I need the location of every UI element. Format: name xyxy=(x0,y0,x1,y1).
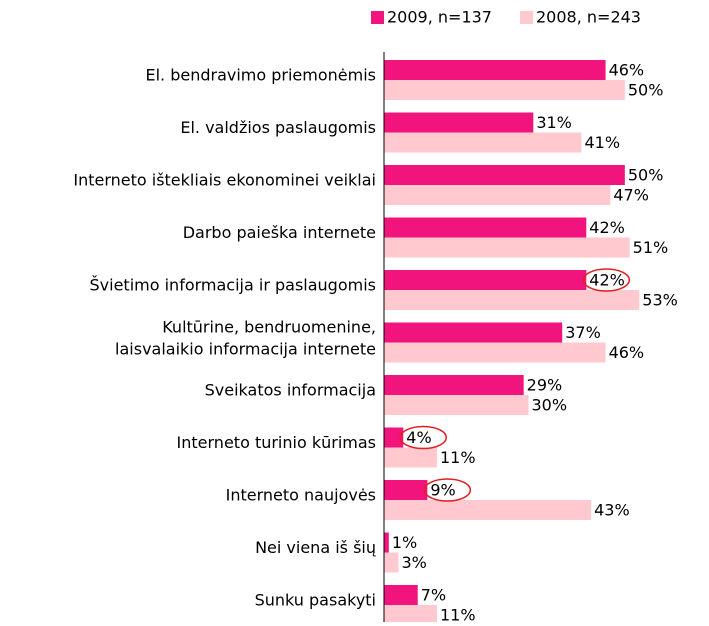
category-label: Sveikatos informacija xyxy=(205,381,376,400)
bar xyxy=(384,132,582,153)
bar xyxy=(384,290,640,310)
bar xyxy=(384,237,630,258)
value-label: 42% xyxy=(589,218,625,237)
bar xyxy=(384,375,524,395)
value-label: 31% xyxy=(536,113,572,132)
bar xyxy=(384,217,587,238)
bar xyxy=(384,112,534,133)
highlight-circle xyxy=(399,425,448,450)
category-label: Interneto turinio kūrimas xyxy=(177,433,376,452)
value-label: 41% xyxy=(584,133,620,152)
highlight-circle xyxy=(582,268,631,292)
category-label: Darbo paieška internete xyxy=(183,223,376,242)
category-label: Interneto naujovės xyxy=(226,486,376,505)
value-label: 50% xyxy=(628,81,664,100)
value-label: 42% xyxy=(589,271,625,290)
value-label: 50% xyxy=(628,166,664,185)
category-label: Sunku pasakyti xyxy=(255,591,376,610)
value-label: 30% xyxy=(532,396,568,415)
bar xyxy=(384,532,389,553)
category-label: El. valdžios paslaugomis xyxy=(180,118,376,137)
value-label: 51% xyxy=(633,238,669,257)
bar xyxy=(384,585,418,605)
category-label: Interneto ištekliais ekonominei veiklai xyxy=(73,171,376,190)
category-label: Nei viena iš šių xyxy=(255,538,376,557)
category-label: El. bendravimo priemonėmis xyxy=(145,66,376,85)
value-label: 3% xyxy=(401,553,426,572)
value-label: 46% xyxy=(609,343,645,362)
bar xyxy=(384,185,611,205)
value-label: 11% xyxy=(440,448,476,467)
value-label: 37% xyxy=(565,323,601,342)
bar xyxy=(384,605,437,625)
value-label: 11% xyxy=(440,606,476,623)
bar xyxy=(384,322,563,343)
value-label: 46% xyxy=(609,61,645,80)
bar xyxy=(384,395,529,415)
legend-label: 2009, n=137 xyxy=(387,8,492,27)
value-label: 29% xyxy=(527,376,563,395)
value-label: 1% xyxy=(392,533,417,552)
value-label: 47% xyxy=(613,186,649,205)
category-label: Švietimo informacija ir paslaugomis xyxy=(90,276,376,295)
bar xyxy=(384,270,587,290)
bar xyxy=(384,480,428,500)
bar xyxy=(384,500,592,520)
bar xyxy=(384,447,437,468)
value-label: 53% xyxy=(642,291,678,310)
category-label: Kultūrine, bendruomenine, laisvalaikio in… xyxy=(115,317,376,358)
value-label: 43% xyxy=(594,501,630,520)
highlight-circle xyxy=(423,478,472,502)
legend-label: 2008, n=243 xyxy=(536,8,641,27)
bar xyxy=(384,427,404,448)
bar xyxy=(384,342,606,363)
value-label: 4% xyxy=(406,428,431,447)
bar xyxy=(384,552,399,573)
bar xyxy=(384,80,625,100)
value-label: 9% xyxy=(430,481,455,500)
bar xyxy=(384,165,625,185)
bar xyxy=(384,60,606,80)
legend-swatch xyxy=(520,11,533,24)
legend-swatch xyxy=(371,11,384,24)
value-label: 7% xyxy=(421,586,446,605)
